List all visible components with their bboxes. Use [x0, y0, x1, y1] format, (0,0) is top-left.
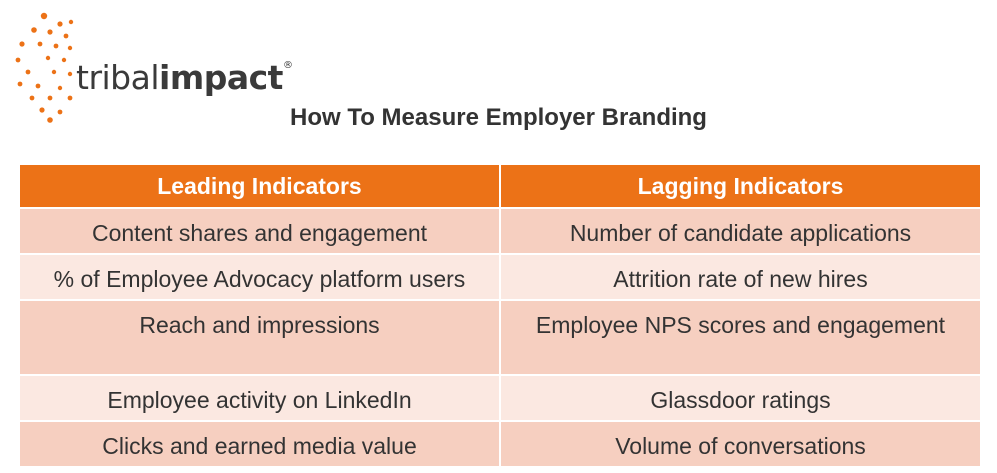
- table-cell: Reach and impressions: [18, 299, 501, 376]
- table-row: % of Employee Advocacy platform users At…: [18, 253, 982, 301]
- table-cell: Attrition rate of new hires: [499, 253, 982, 301]
- page-title: How To Measure Employer Branding: [290, 104, 707, 131]
- table-cell: Employee NPS scores and engagement: [499, 299, 982, 376]
- header-lagging: Lagging Indicators: [499, 163, 982, 209]
- brand-name: tribalimpact®: [76, 58, 293, 97]
- table-cell: Content shares and engagement: [18, 207, 501, 255]
- table-header-row: Leading Indicators Lagging Indicators: [18, 163, 982, 209]
- brand-light: tribal: [76, 58, 160, 97]
- table-row: Employee activity on LinkedIn Glassdoor …: [18, 374, 982, 422]
- table-cell: Employee activity on LinkedIn: [18, 374, 501, 422]
- table-cell: Number of candidate applications: [499, 207, 982, 255]
- table-row: Clicks and earned media value Volume of …: [18, 420, 982, 468]
- table-cell: Clicks and earned media value: [18, 420, 501, 468]
- table-row: Reach and impressions Employee NPS score…: [18, 299, 982, 376]
- tribal-impact-logo: tribalimpact®: [14, 10, 293, 125]
- brand-bold: impact: [159, 58, 283, 97]
- table-cell: Glassdoor ratings: [499, 374, 982, 422]
- table-row: Content shares and engagement Number of …: [18, 207, 982, 255]
- indicators-table: Leading Indicators Lagging Indicators Co…: [18, 163, 982, 468]
- trademark: ®: [282, 60, 293, 71]
- table-cell: % of Employee Advocacy platform users: [18, 253, 501, 301]
- table-cell: Volume of conversations: [499, 420, 982, 468]
- dots-logo-icon: [15, 12, 74, 123]
- header-leading: Leading Indicators: [18, 163, 501, 209]
